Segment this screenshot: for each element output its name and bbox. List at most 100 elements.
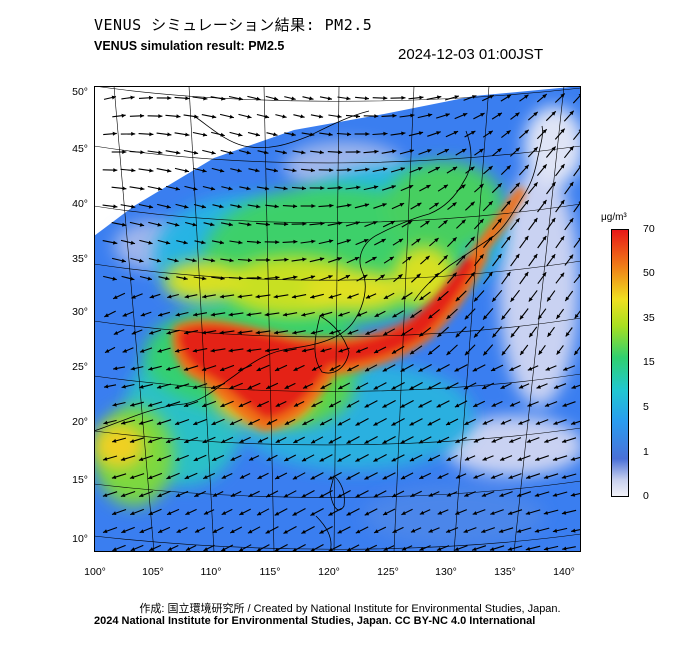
wind-arrowhead [464, 351, 470, 356]
wind-arrowhead [328, 275, 333, 279]
wind-arrowhead [147, 276, 152, 281]
wind-arrowhead [292, 511, 297, 516]
wind-arrowhead [374, 149, 379, 154]
wind-arrowhead [257, 511, 262, 516]
wind-arrowhead [202, 132, 208, 137]
wind-arrowhead [542, 272, 547, 277]
wind-arrowhead [166, 204, 171, 209]
wind-arrowhead [373, 385, 379, 390]
wind-arrowhead [418, 403, 423, 408]
wind-arrowhead [410, 493, 415, 497]
lat-label-20: 20° [72, 416, 88, 428]
wind-arrowhead [301, 457, 307, 462]
wind-arrowhead [266, 258, 271, 262]
wind-arrowhead [464, 315, 469, 320]
wind-arrowhead [228, 186, 233, 191]
wind-arrowhead [355, 221, 360, 225]
wind-arrowhead [524, 272, 529, 277]
wind-arrowhead [309, 96, 314, 101]
wind-arrowhead [509, 439, 514, 443]
wind-arrowhead [139, 258, 144, 263]
wind-arrowhead [560, 164, 565, 169]
wind-arrowhead [229, 114, 234, 119]
wind-arrowhead [373, 493, 379, 498]
wind-arrowhead [166, 366, 171, 371]
wind-arrowhead [129, 439, 135, 443]
wind-arrowhead [472, 547, 477, 551]
wind-arrowhead [201, 204, 206, 209]
wind-arrowhead [554, 385, 559, 389]
wind-arrowhead [121, 384, 126, 389]
wind-arrowhead [202, 168, 207, 173]
wind-arrowhead [472, 95, 477, 99]
wind-arrowhead [383, 295, 389, 299]
lat-label-10: 10° [72, 533, 88, 545]
wind-arrowhead [247, 385, 253, 389]
wind-arrowhead [248, 421, 253, 425]
wind-arrowhead [273, 132, 278, 137]
wind-arrowhead [220, 403, 225, 407]
wind-arrowhead [480, 113, 485, 117]
wind-arrowhead [365, 294, 371, 299]
wind-arrowhead [193, 312, 198, 317]
wind-arrowhead [320, 385, 326, 389]
wind-arrowhead [454, 95, 459, 100]
wind-arrowhead [481, 529, 486, 533]
wind-arrowhead [517, 457, 522, 461]
wind-arrowhead [452, 237, 457, 242]
wind-arrowhead [509, 367, 514, 371]
wind-arrowhead [506, 236, 511, 241]
wind-arrowhead [436, 547, 442, 551]
wind-arrowhead [400, 439, 405, 444]
wind-arrowhead [156, 421, 162, 425]
wind-arrowhead [355, 385, 361, 390]
wind-arrowhead [201, 330, 207, 335]
wind-arrowhead [264, 150, 269, 155]
wind-arrowhead [230, 457, 235, 461]
wind-arrowhead [167, 168, 172, 173]
wind-arrowhead [338, 385, 343, 389]
wind-arrowhead [210, 312, 216, 317]
wind-arrowhead [149, 168, 154, 173]
wind-arrowhead [113, 331, 119, 335]
lon-label-140: 140° [553, 566, 575, 578]
wind-arrowhead [210, 222, 215, 227]
wind-arrowhead [238, 367, 243, 372]
wind-arrowhead [455, 474, 461, 479]
wind-arrowhead [565, 296, 570, 301]
wind-arrowhead [492, 297, 497, 302]
lat-label-35: 35° [72, 253, 88, 265]
wind-arrowhead [202, 276, 207, 281]
wind-arrowhead [193, 457, 199, 461]
wind-arrowhead [284, 257, 289, 262]
wind-arrowhead [417, 167, 423, 171]
wind-arrowhead [184, 475, 190, 479]
wind-arrowhead [452, 166, 458, 171]
wind-arrowhead [410, 314, 415, 318]
wind-arrowhead [176, 114, 181, 119]
wind-arrowhead [302, 421, 307, 425]
wind-arrowhead [392, 313, 397, 318]
wind-arrowhead [310, 168, 315, 173]
wind-arrowhead [174, 222, 180, 227]
wind-arrowhead [329, 203, 334, 208]
wind-arrowhead [113, 204, 118, 209]
lat-label-50: 50° [72, 86, 88, 98]
wind-arrowhead [284, 457, 289, 461]
wind-arrowhead [528, 297, 533, 302]
wind-arrowhead [157, 493, 162, 497]
wind-arrowhead [131, 131, 136, 136]
wind-arrowhead [390, 221, 395, 225]
wind-arrowhead [165, 240, 171, 245]
wind-arrowhead [165, 403, 171, 407]
wind-arrowhead [454, 403, 460, 408]
wind-arrowhead [220, 276, 225, 281]
wind-arrowhead [470, 201, 475, 206]
wind-arrowhead [426, 185, 431, 189]
wind-arrowhead [524, 94, 529, 99]
wind-arrowhead [500, 457, 505, 461]
wind-arrowhead [410, 113, 415, 118]
wind-arrowhead [506, 94, 512, 99]
wind-vector-field [102, 93, 581, 552]
wind-arrowhead [400, 475, 406, 480]
